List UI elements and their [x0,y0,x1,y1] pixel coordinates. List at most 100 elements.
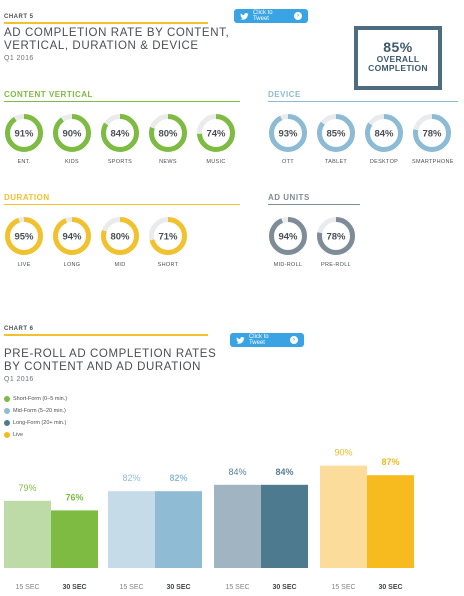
donut-label: MUSIC [206,159,226,165]
bar-value-label: 76% [65,492,83,502]
donut-value: 80% [110,232,130,243]
bar-value-label: 90% [334,448,352,458]
donut-ring: 90% [53,114,91,152]
donut-arc [53,217,91,255]
section-title-duration: DURATION [4,193,50,202]
bar-long-form-15-sec [214,484,261,568]
overall-completion-label-2: COMPLETION [368,63,428,73]
legend-item-short-form: Short-Form (0–5 min.) [4,396,67,402]
overall-completion-value: 85% [383,39,413,55]
donut-value: 90% [62,129,82,140]
donut-arc [101,114,139,152]
click-to-tweet-label: Click to Tweet [248,334,269,346]
donut-arc [53,114,91,152]
bar-value-label: 84% [275,467,293,477]
section-rule [268,101,458,102]
x-tick-label: 30 SEC [166,584,190,591]
section-title-content-vertical: CONTENT VERTICAL [4,90,93,99]
donut-label: SPORTS [107,159,133,165]
bar-short-form-30-sec [51,510,98,568]
donut-kids: 90% KIDS [52,113,92,165]
legend-label: Live [13,432,24,438]
donut-value: 80% [158,129,178,140]
donut-ott: 93% OTT [268,113,308,165]
donut-label: TABLET [324,159,348,165]
bar-value-label: 82% [122,473,140,483]
bar-value-label: 82% [169,473,187,483]
donut-value: 74% [206,129,226,140]
chart5-subtitle: Q1 2016 [4,55,34,62]
donut-ring: 80% [149,114,187,152]
donut-ring: 74% [197,114,235,152]
donut-tablet: 85% TABLET [316,113,356,165]
click-to-tweet-button-2[interactable]: Click to Tweet › [230,333,304,347]
overall-completion-badge: 85% OVERALL COMPLETION [354,26,442,90]
donut-smartphone: 78% SMARTPHONE [412,113,454,165]
section-title-ad-units: AD UNITS [268,193,310,202]
x-tick-label: 30 SEC [272,584,296,591]
donut-ring: 94% [53,217,91,255]
chart6-title-line1: PRE-ROLL AD COMPLETION RATES [4,348,217,360]
donut-label: MID-ROLL [273,262,303,268]
donut-short: 71% SHORT [148,216,188,268]
arrow-right-icon: › [290,336,298,344]
donut-ent-: 91% ENT. [4,113,44,165]
donut-ring: 71% [149,217,187,255]
donut-value: 91% [14,129,34,140]
donut-value: 84% [110,129,130,140]
donut-arc [5,114,43,152]
legend-label: Short-Form (0–5 min.) [13,396,68,402]
donut-label: NEWS [159,159,177,165]
donut-arc [197,114,235,152]
bar-mid-form-15-sec [108,491,155,568]
donut-ring: 94% [269,217,307,255]
donut-ring: 84% [101,114,139,152]
donut-ring: 95% [5,217,43,255]
legend-swatch [4,420,10,426]
bar-short-form-15-sec [4,500,51,568]
donut-value: 94% [278,232,298,243]
overall-completion-label-1: OVERALL [376,54,420,64]
x-tick-label: 15 SEC [331,584,355,591]
legend-item-mid-form: Mid-Form (5–20 min.) [4,408,67,414]
donut-value: 71% [158,232,178,243]
chart5-title-line2: VERTICAL, DURATION & DEVICE [4,40,199,52]
x-tick-label: 30 SEC [62,584,86,591]
legend-item-long-form: Long-Form (20+ min.) [4,420,67,426]
legend-swatch [4,408,10,414]
chart6-legend: Short-Form (0–5 min.) Mid-Form (5–20 min… [4,396,67,438]
donut-value: 95% [14,232,34,243]
legend-label: Mid-Form (5–20 min.) [13,408,66,414]
donut-arc [413,114,451,152]
donut-music: 74% MUSIC [196,113,236,165]
donut-label: MID [114,262,126,268]
donut-ring: 80% [101,217,139,255]
x-tick-label: 15 SEC [225,584,249,591]
bar-live-15-sec [320,465,367,568]
donut-value: 94% [62,232,82,243]
click-to-tweet-button[interactable]: Click to Tweet › [234,9,308,23]
donut-pre-roll: 78% PRE-ROLL [316,216,356,268]
chart6-subtitle: Q1 2016 [4,376,34,383]
section-rule [268,204,360,205]
donut-ring: 78% [413,114,451,152]
donut-label: SMARTPHONE [412,159,454,165]
donut-long: 94% LONG [52,216,92,268]
donut-label: DESKTOP [369,159,399,165]
chart5-rule [4,22,208,24]
donut-value: 78% [326,232,346,243]
section-title-device: DEVICE [268,90,301,99]
donut-ring: 91% [5,114,43,152]
donut-arc [101,217,139,255]
donut-label: LIVE [17,262,31,268]
bar-live-30-sec [367,475,414,568]
legend-swatch [4,396,10,402]
x-tick-label: 30 SEC [378,584,402,591]
donut-arc [317,217,355,255]
donut-sports: 84% SPORTS [100,113,140,165]
donut-ring: 84% [365,114,403,152]
arrow-right-icon: › [294,12,302,20]
donut-label: KIDS [64,159,80,165]
donut-news: 80% NEWS [148,113,188,165]
donut-label: ENT. [17,159,31,165]
